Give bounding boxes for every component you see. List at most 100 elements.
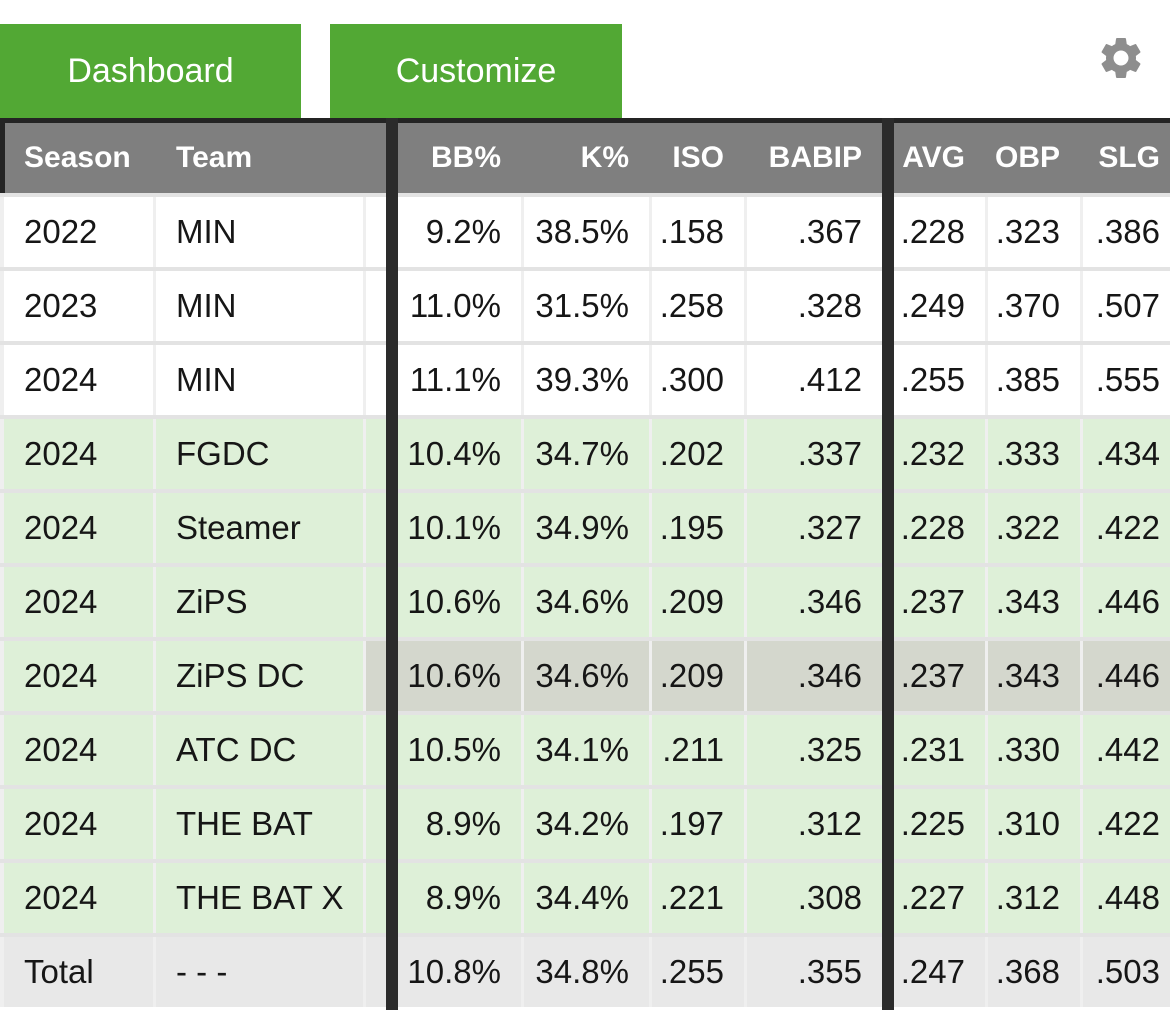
- section-divider-bar: [386, 118, 398, 1010]
- header-spacer: [366, 123, 386, 193]
- grid-gap: [153, 493, 156, 563]
- grid-gap: [1080, 271, 1083, 341]
- cell-slg: .448: [1083, 863, 1170, 933]
- cell-season: 2023: [4, 271, 153, 341]
- header-team[interactable]: Team: [156, 123, 363, 193]
- grid-gap: [363, 345, 366, 415]
- grid-gap: [153, 345, 156, 415]
- grid-gap: [744, 567, 747, 637]
- cell-team: FGDC: [156, 419, 363, 489]
- grid-gap: [649, 197, 652, 267]
- table-row: 2024 Steamer 10.1% 34.9% .195.327.228.322.42…: [0, 493, 1170, 563]
- cell-spacer: [366, 493, 386, 563]
- table-row: 2024 THE BAT X 8.9% 34.4% .221.308.227.312.4…: [0, 863, 1170, 933]
- header-bb[interactable]: BB%: [398, 123, 521, 193]
- cell-spacer: [366, 271, 386, 341]
- header-obp[interactable]: OBP: [988, 123, 1080, 193]
- grid-gap: [649, 493, 652, 563]
- cell-team: Steamer: [156, 493, 363, 563]
- cell-k: 34.7%: [524, 419, 649, 489]
- grid-gap: [363, 123, 366, 193]
- cell-iso: .209: [652, 641, 744, 711]
- grid-gap: [153, 863, 156, 933]
- table-row: 2024 ZiPS DC 10.6% 34.6% .209.346.237.343.44…: [0, 641, 1170, 711]
- cell-obp: .322: [988, 493, 1080, 563]
- grid-gap: [363, 715, 366, 785]
- cell-k: 34.9%: [524, 493, 649, 563]
- grid-gap: [0, 197, 4, 267]
- grid-gap: [985, 419, 988, 489]
- grid-gap: [985, 789, 988, 859]
- grid-gap: [985, 493, 988, 563]
- cell-slg: .434: [1083, 419, 1170, 489]
- header-avg[interactable]: AVG: [894, 123, 985, 193]
- grid-gap: [985, 641, 988, 711]
- cell-team: THE BAT: [156, 789, 363, 859]
- stat-table-rows: Season Team BB% K% ISO BABIP AVG OBP SLG 2022 MIN 9…: [0, 123, 1170, 1007]
- cell-obp: .343: [988, 567, 1080, 637]
- header-iso[interactable]: ISO: [652, 123, 744, 193]
- section-divider-bar: [882, 118, 894, 1010]
- cell-iso: .197: [652, 789, 744, 859]
- grid-gap: [744, 123, 747, 193]
- cell-team: THE BAT X: [156, 863, 363, 933]
- grid-gap: [363, 493, 366, 563]
- dashboard-button[interactable]: Dashboard: [0, 24, 301, 118]
- table-row: 2022 MIN 9.2% 38.5% .158.367.228.323.386: [0, 197, 1170, 267]
- grid-gap: [744, 271, 747, 341]
- grid-gap: [985, 937, 988, 1007]
- table-row: 2024 MIN 11.1% 39.3% .300.412.255.385.555: [0, 345, 1170, 415]
- cell-obp: .368: [988, 937, 1080, 1007]
- grid-gap: [0, 789, 4, 859]
- grid-gap: [1080, 789, 1083, 859]
- cell-bb: 10.4%: [398, 419, 521, 489]
- grid-gap: [1080, 715, 1083, 785]
- header-babip[interactable]: BABIP: [747, 123, 882, 193]
- cell-bb: 10.6%: [398, 641, 521, 711]
- customize-button[interactable]: Customize: [330, 24, 622, 118]
- grid-gap: [1080, 123, 1083, 193]
- grid-gap: [0, 715, 4, 785]
- cell-bb: 10.6%: [398, 567, 521, 637]
- cell-babip: .337: [747, 419, 882, 489]
- header-k[interactable]: K%: [524, 123, 649, 193]
- cell-obp: .330: [988, 715, 1080, 785]
- cell-k: 34.6%: [524, 567, 649, 637]
- cell-k: 34.6%: [524, 641, 649, 711]
- cell-team: ZiPS DC: [156, 641, 363, 711]
- grid-gap: [1080, 863, 1083, 933]
- grid-gap: [363, 567, 366, 637]
- cell-k: 34.8%: [524, 937, 649, 1007]
- grid-gap: [521, 789, 524, 859]
- grid-gap: [363, 937, 366, 1007]
- grid-gap: [744, 345, 747, 415]
- grid-gap: [0, 493, 4, 563]
- cell-k: 34.2%: [524, 789, 649, 859]
- cell-bb: 8.9%: [398, 863, 521, 933]
- grid-gap: [985, 123, 988, 193]
- cell-spacer: [366, 715, 386, 785]
- cell-team: MIN: [156, 271, 363, 341]
- grid-gap: [0, 345, 4, 415]
- cell-avg: .228: [894, 197, 985, 267]
- grid-gap: [363, 641, 366, 711]
- cell-bb: 11.0%: [398, 271, 521, 341]
- grid-gap: [744, 197, 747, 267]
- grid-gap: [153, 715, 156, 785]
- grid-gap: [985, 567, 988, 637]
- grid-gap: [153, 937, 156, 1007]
- cell-slg: .442: [1083, 715, 1170, 785]
- grid-gap: [0, 419, 4, 489]
- cell-spacer: [366, 641, 386, 711]
- grid-gap: [744, 863, 747, 933]
- grid-gap: [363, 271, 366, 341]
- header-season[interactable]: Season: [4, 123, 153, 193]
- grid-gap: [521, 493, 524, 563]
- header-slg[interactable]: SLG: [1083, 123, 1170, 193]
- cell-iso: .211: [652, 715, 744, 785]
- cell-bb: 9.2%: [398, 197, 521, 267]
- gear-icon[interactable]: [1096, 33, 1146, 83]
- grid-gap: [985, 715, 988, 785]
- grid-gap: [0, 641, 4, 711]
- cell-k: 34.4%: [524, 863, 649, 933]
